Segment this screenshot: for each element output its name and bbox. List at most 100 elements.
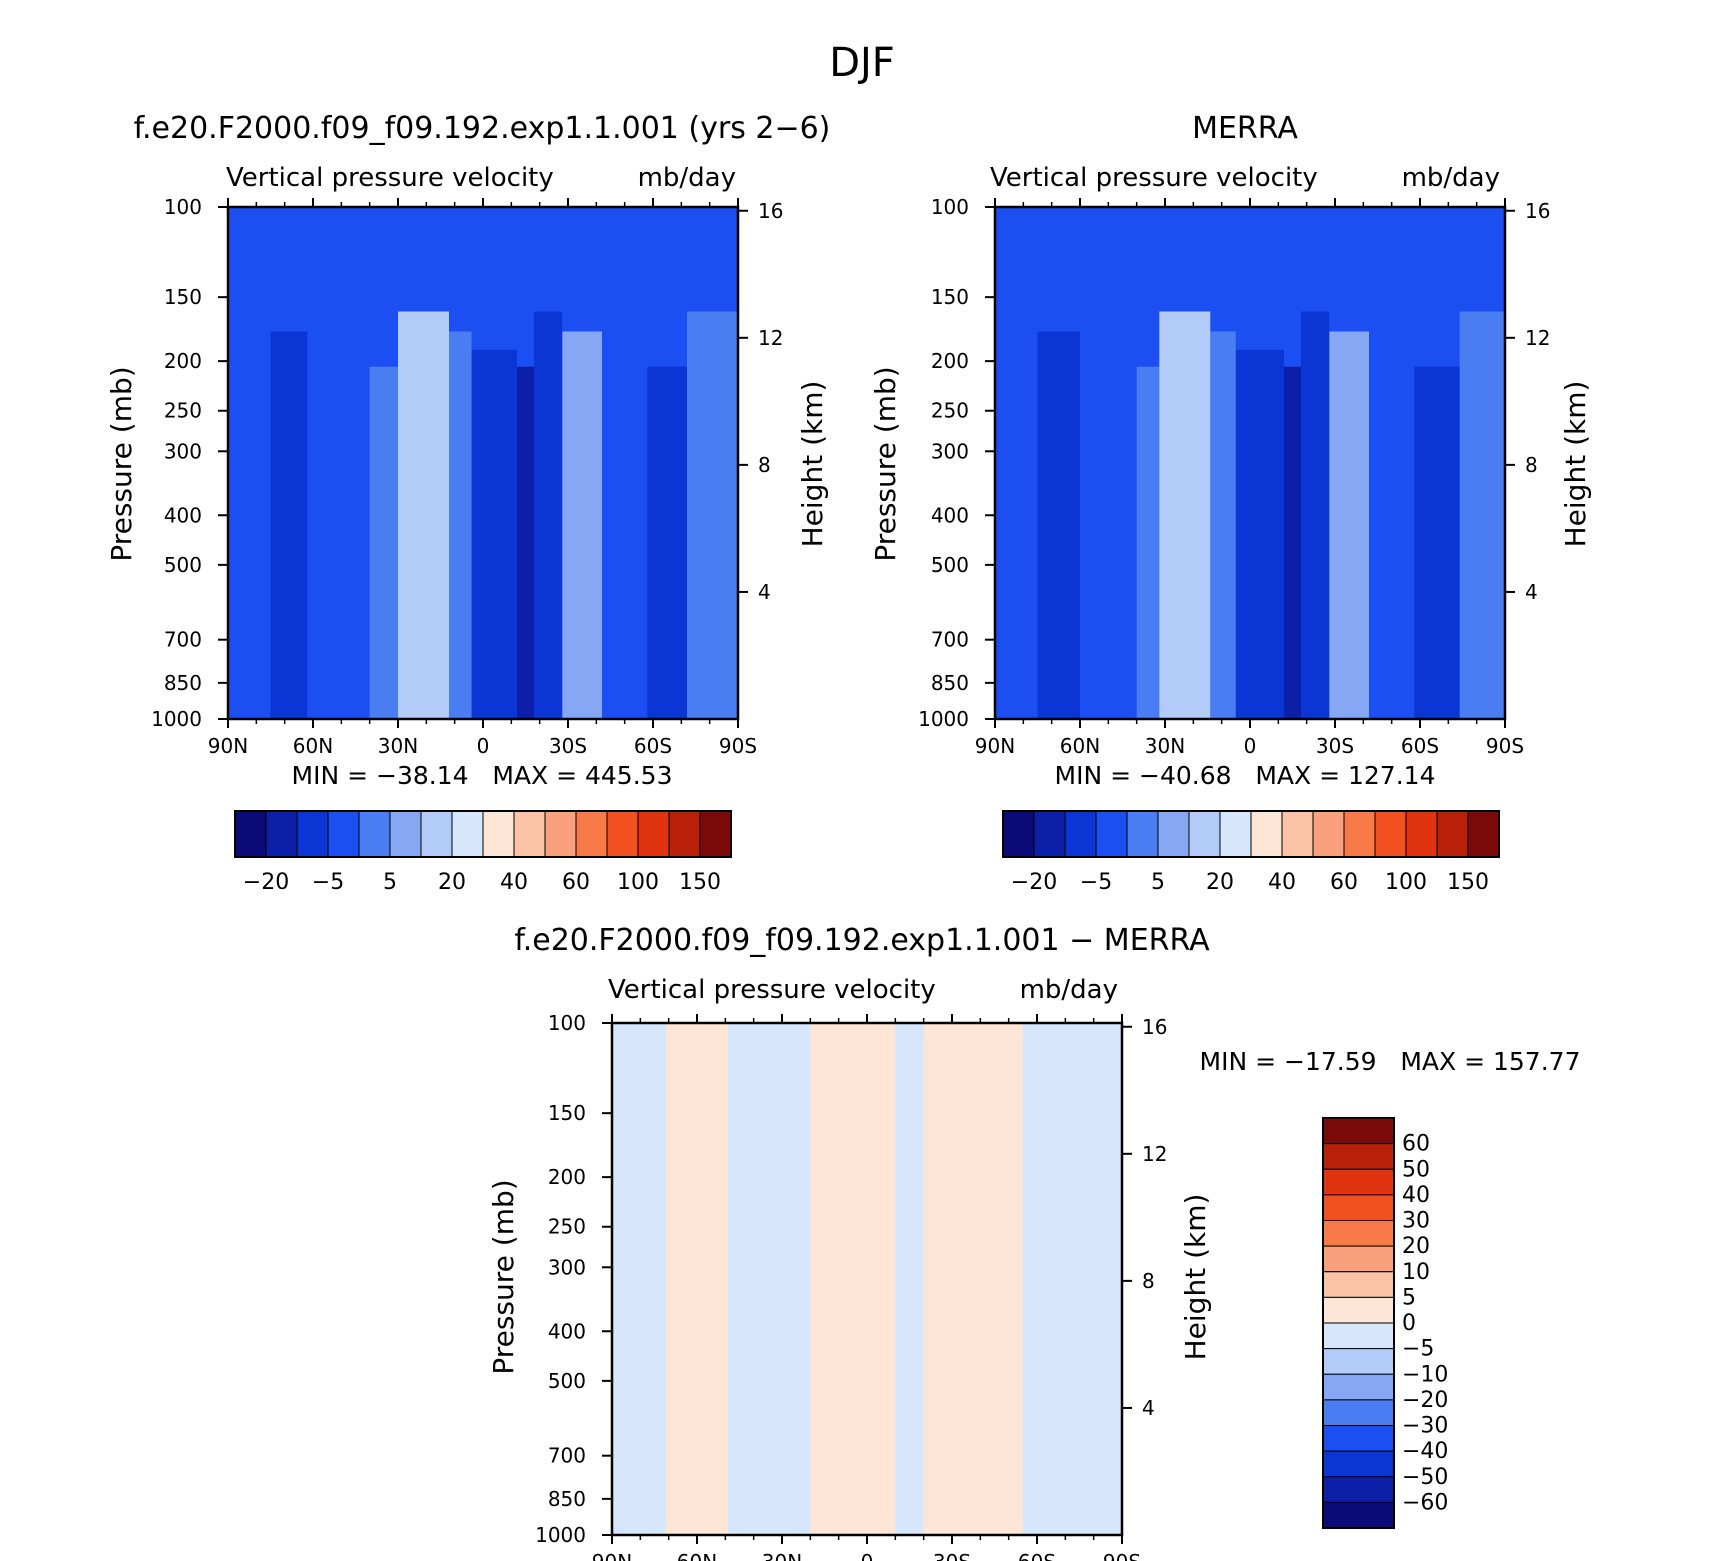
panel-difference-ylabel: Pressure (mb) <box>487 1179 520 1374</box>
y-tick-label: 300 <box>548 1255 586 1279</box>
contour-band <box>517 366 534 719</box>
panel-merra-colorbar: −20 −5 5 20 40 60 100 150 <box>1002 810 1500 895</box>
contour-band <box>534 311 563 719</box>
y-tick-label: 1000 <box>535 1523 586 1547</box>
colorbar-label: −30 <box>1402 1414 1448 1439</box>
y-tick-label: 500 <box>548 1369 586 1393</box>
contour-band <box>895 1023 924 1535</box>
x-tick-label: 60N <box>677 1550 717 1561</box>
y-tick-label: 300 <box>931 439 969 463</box>
panel-model-subtitle-right: mb/day <box>638 163 736 193</box>
colorbar-frame <box>1322 1117 1395 1529</box>
colorbar-label: 30 <box>1402 1209 1430 1234</box>
colorbar-label: 50 <box>1402 1157 1430 1182</box>
panel-difference-subtitle-right: mb/day <box>1020 975 1118 1005</box>
colorbar-box <box>1322 1373 1395 1401</box>
panel-difference: f.e20.F2000.f09_f09.192.exp1.1.001 − MER… <box>487 923 1580 1561</box>
colorbar-box <box>606 810 639 858</box>
y-tick-label: 850 <box>931 671 969 695</box>
contour-band-upper <box>398 207 449 312</box>
colorbar-box <box>1322 1322 1395 1350</box>
colorbar-box <box>451 810 484 858</box>
colorbar-label: 20 <box>1206 870 1234 895</box>
y-tick-label: 150 <box>164 285 202 309</box>
colorbar-box <box>1322 1271 1395 1298</box>
y-tick-label: 1000 <box>151 707 202 731</box>
panel-difference-subtitle-left: Vertical pressure velocity <box>608 975 936 1005</box>
x-tick-label: 90S <box>1103 1550 1141 1561</box>
colorbar-label: 40 <box>1402 1183 1430 1208</box>
contour-band-upper <box>471 207 517 350</box>
y-tick-label: 400 <box>548 1319 586 1343</box>
y2-tick-label: 4 <box>1525 580 1538 604</box>
colorbar-box <box>389 810 422 858</box>
colorbar-box <box>1322 1348 1395 1375</box>
colorbar-box <box>575 810 608 858</box>
panel-model: f.e20.F2000.f09_f09.192.exp1.1.001 (yrs … <box>105 111 830 895</box>
panel-merra-plot-area: 90N 60N 30N 0 30S 60S 90S 100 150 200 250 300 400 500… <box>918 195 1550 758</box>
colorbar-box <box>544 810 577 858</box>
y2-tick-label: 4 <box>1142 1396 1155 1420</box>
x-tick-label: 90N <box>975 734 1015 758</box>
contour-band <box>995 311 1038 719</box>
y2-tick-label: 16 <box>1525 199 1550 223</box>
contour-band-upper <box>1301 207 1330 312</box>
contour-band-upper <box>1329 207 1369 332</box>
x-tick-label: 30N <box>1145 734 1185 758</box>
colorbar-label: 150 <box>679 870 721 895</box>
contour-band <box>1414 366 1460 719</box>
contour-band <box>647 366 687 719</box>
colorbar-label: 40 <box>500 870 528 895</box>
colorbar-box <box>265 810 298 858</box>
x-tick-label: 60N <box>293 734 333 758</box>
contour-band <box>1136 366 1160 719</box>
contour-band-upper <box>647 207 687 367</box>
y-tick-label: 250 <box>548 1215 586 1239</box>
contour-band <box>838 1023 896 1535</box>
contour-band <box>270 331 308 719</box>
panel-model-subtitle-left: Vertical pressure velocity <box>226 163 554 193</box>
colorbar-label: −40 <box>1402 1439 1448 1464</box>
colorbar-box <box>1219 810 1252 858</box>
colorbar-box <box>1405 810 1438 858</box>
x-tick-label: 30N <box>378 734 418 758</box>
colorbar-label: 0 <box>1402 1311 1416 1336</box>
x-tick-label: 30S <box>549 734 587 758</box>
colorbar-box <box>1322 1117 1395 1145</box>
contour-band <box>307 349 370 719</box>
panel-model-y2label: Height (km) <box>796 381 829 548</box>
panel-model-stats: MIN = −38.14 MAX = 445.53 <box>292 761 673 790</box>
panel-difference-plot-area: 90N 60N 30N 0 30S 60S 90S 100 150 200 250 300 400 500… <box>535 1011 1167 1561</box>
colorbar-box <box>1002 810 1035 858</box>
colorbar-label: 60 <box>1330 870 1358 895</box>
contour-band <box>449 331 472 719</box>
colorbar-box <box>327 810 360 858</box>
colorbar-box <box>513 810 546 858</box>
colorbar-label: 5 <box>1151 870 1165 895</box>
colorbar-label: 20 <box>1402 1234 1430 1259</box>
contour-band <box>1369 349 1415 719</box>
figure-title: DJF <box>829 40 895 86</box>
colorbar-box <box>1281 810 1314 858</box>
colorbar-label: 100 <box>1385 870 1427 895</box>
colorbar-label: −50 <box>1402 1465 1448 1490</box>
panel-merra-y2label: Height (km) <box>1559 381 1592 548</box>
y-tick-label: 250 <box>931 399 969 423</box>
colorbar-frame <box>234 810 732 858</box>
colorbar-label: −5 <box>1080 870 1112 895</box>
contour-band-upper <box>1037 207 1080 332</box>
colorbar-box <box>1322 1194 1395 1221</box>
contour-band-upper <box>1080 207 1137 350</box>
contour-band-upper <box>449 207 472 332</box>
colorbar-box <box>1322 1168 1395 1196</box>
y2-tick-label: 8 <box>1142 1269 1155 1293</box>
y-tick-label: 700 <box>548 1444 586 1468</box>
colorbar-box <box>1343 810 1376 858</box>
colorbar-label: −10 <box>1402 1362 1448 1387</box>
colorbar-label: 5 <box>383 870 397 895</box>
contour-band <box>612 1023 666 1535</box>
colorbar-box <box>358 810 391 858</box>
contour-band <box>398 311 449 719</box>
